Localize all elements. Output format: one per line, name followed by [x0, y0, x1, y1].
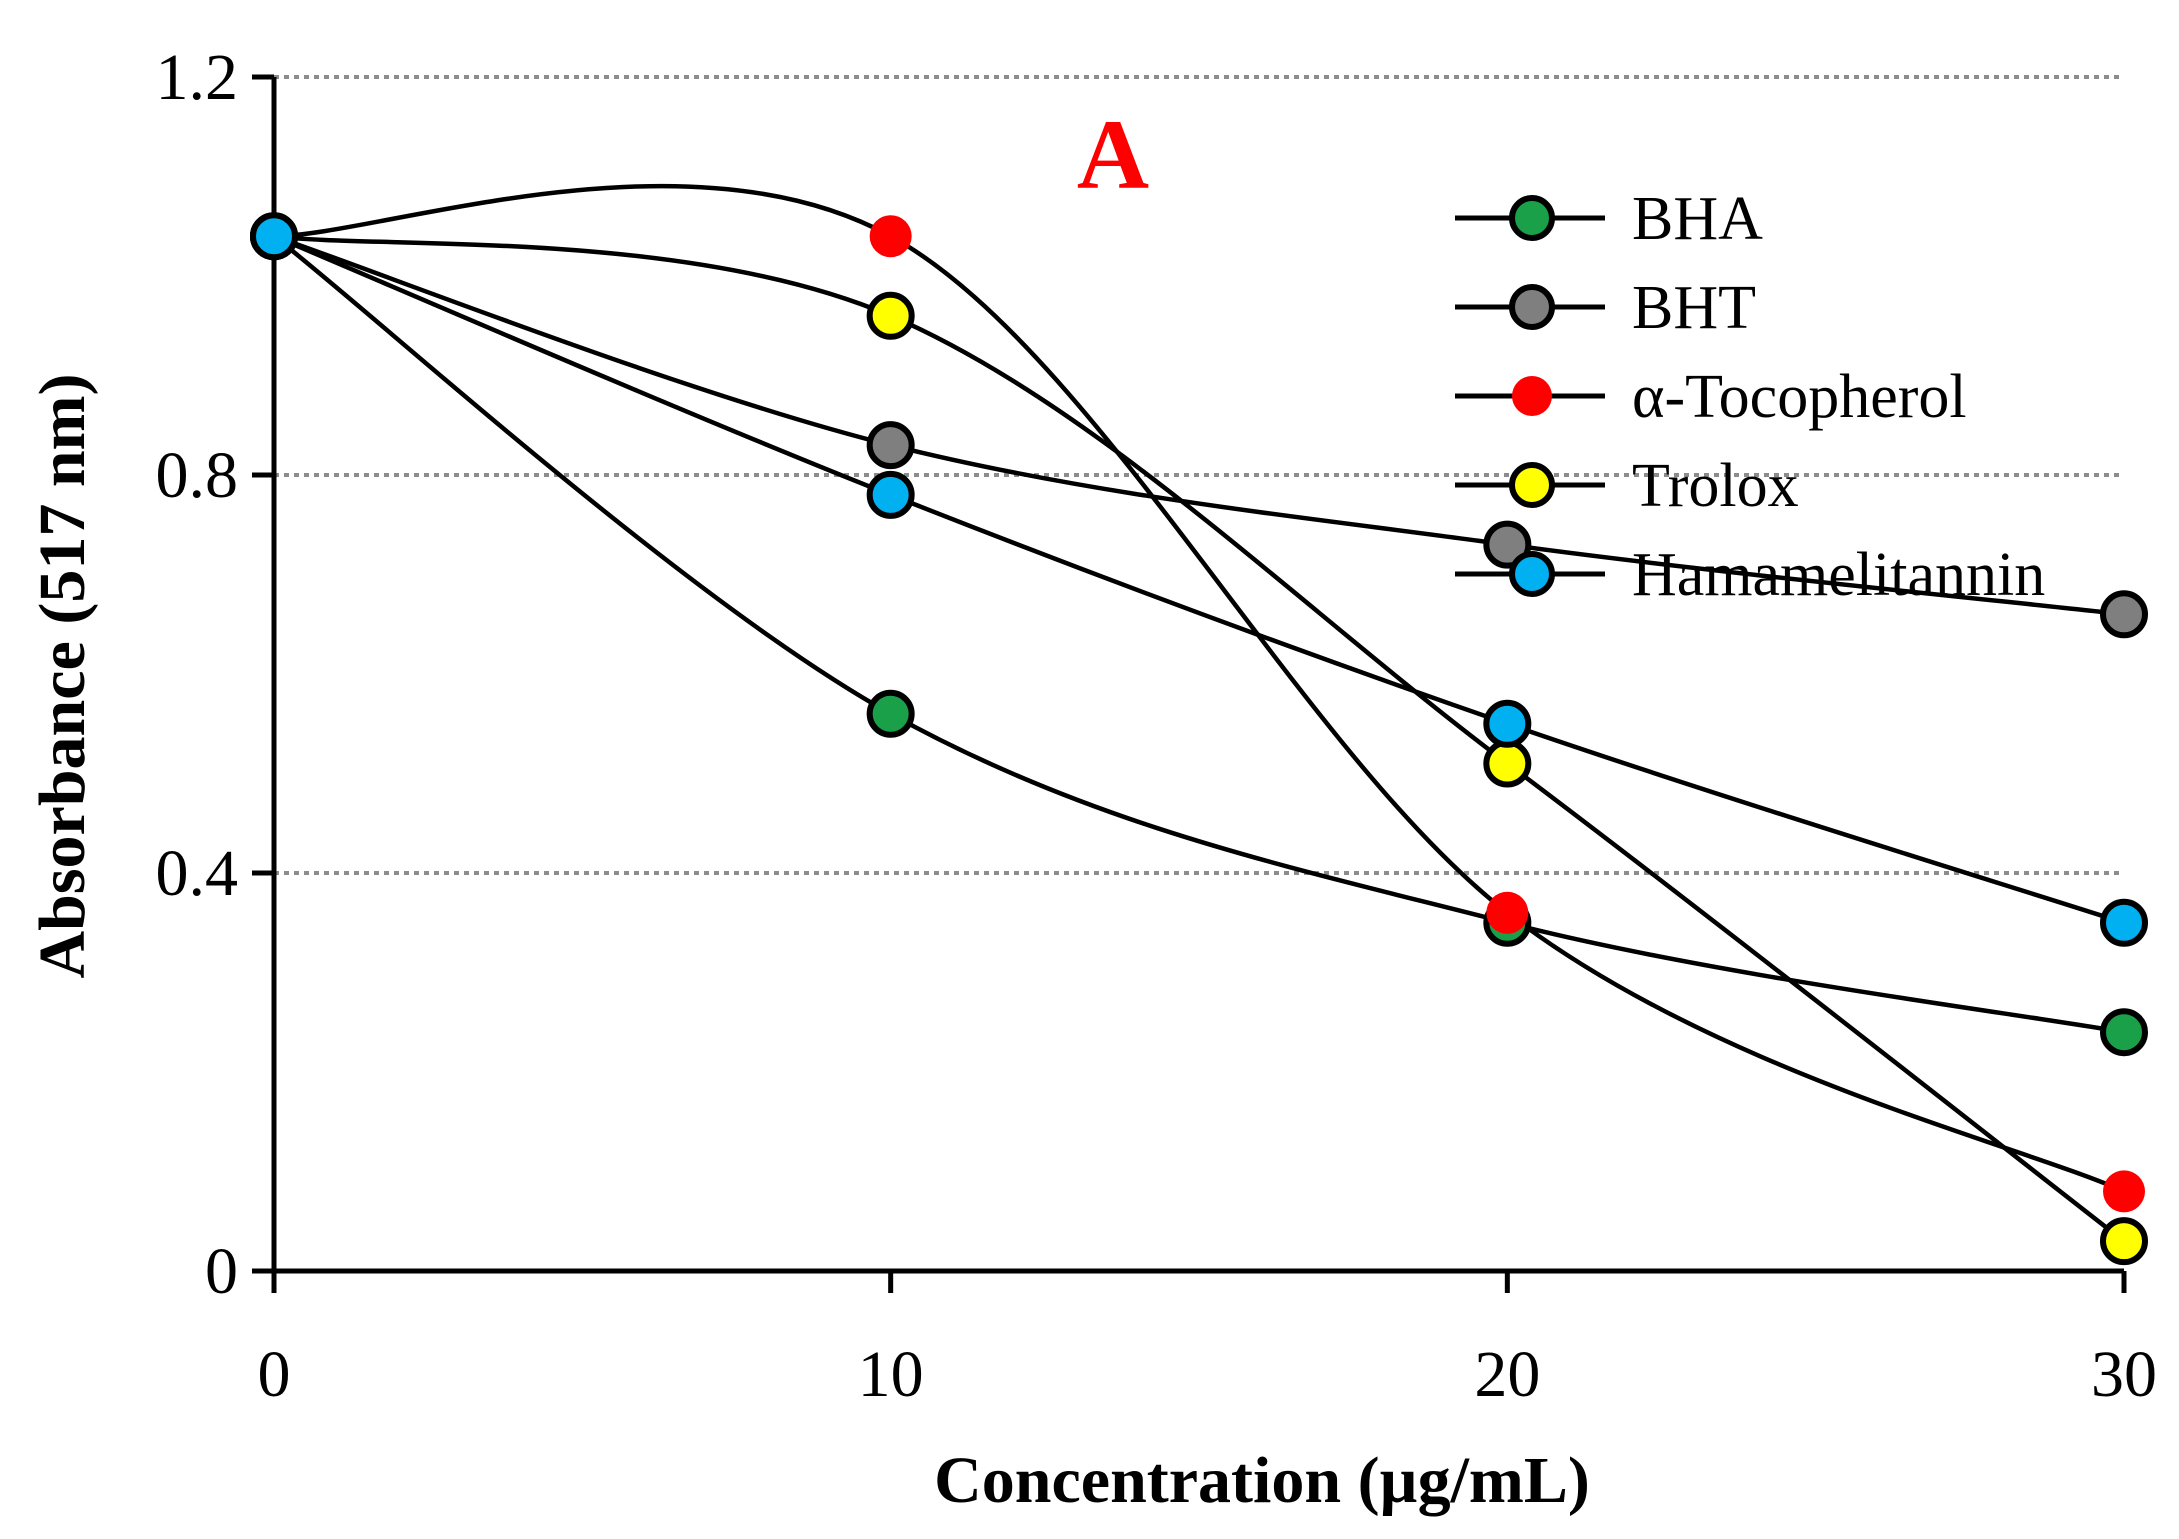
data-markers: [250, 212, 2148, 1266]
legend-label: α-Tocopherol: [1632, 363, 1967, 431]
point-trolox: [2100, 1217, 2148, 1266]
y-tick-label: 0.4: [156, 837, 239, 910]
y-tick-label: 1.2: [156, 41, 239, 114]
legend-item-bha: BHA: [1455, 185, 1763, 253]
series-line-tocopherol: [273, 183, 2125, 1194]
y-tick-label: 0: [205, 1235, 238, 1308]
point-trolox: [866, 291, 915, 340]
point-bht: [2100, 590, 2148, 639]
x-tick-label: 10: [858, 1338, 924, 1411]
y-axis-title: Absorbance (517 nm): [26, 374, 99, 979]
legend-swatch-marker: [1512, 376, 1552, 416]
legend-item-trolox: Trolox: [1455, 452, 1799, 520]
legend-swatch-marker: [1509, 195, 1555, 241]
series-line-bht: [273, 234, 2125, 617]
point-hamamelitannin: [2100, 898, 2148, 947]
panel-label: A: [1077, 99, 1149, 210]
point-bht: [1483, 520, 1532, 569]
axes: [252, 74, 2127, 1293]
legend-swatch-marker: [1509, 284, 1555, 330]
gridlines: [274, 75, 2124, 875]
point-tocopherol: [1486, 891, 1529, 934]
legend: BHA BHT α-Tocopherol Trolox Hamamelitannin: [1455, 185, 2045, 609]
point-trolox: [1483, 739, 1532, 788]
legend-swatch-marker: [1509, 551, 1555, 597]
point-bha: [866, 689, 915, 738]
point-hamamelitannin: [866, 470, 915, 519]
series-line-hamamelitannin: [273, 234, 2125, 925]
point-hamamelitannin: [1483, 699, 1532, 748]
legend-swatch-marker: [1509, 462, 1555, 508]
legend-item-bht: BHT: [1455, 274, 1756, 342]
tick-labels: 0 0.4 0.8 1.2 0 10 20 30: [156, 41, 2158, 1411]
legend-label: BHT: [1632, 274, 1756, 342]
series-line-bha: [272, 234, 2125, 1035]
x-axis-title: Concentration (µg/mL): [934, 1444, 1590, 1517]
legend-label: Hamamelitannin: [1632, 541, 2045, 609]
point-tocopherol: [869, 215, 912, 258]
x-tick-label: 0: [258, 1338, 291, 1411]
point-bht: [866, 421, 915, 470]
x-tick-label: 20: [1474, 1338, 1540, 1411]
point-bha: [2100, 1008, 2148, 1057]
x-tick-label: 30: [2091, 1338, 2157, 1411]
legend-label: BHA: [1632, 185, 1763, 253]
legend-item-tocopherol: α-Tocopherol: [1455, 363, 1967, 431]
point-hamamelitannin: [250, 212, 298, 261]
y-tick-label: 0.8: [156, 439, 239, 512]
series-line-trolox: [273, 233, 2126, 1243]
point-tocopherol: [2103, 1170, 2145, 1213]
legend-item-hamamelitannin: Hamamelitannin: [1455, 541, 2045, 609]
series-lines: [272, 183, 2126, 1243]
legend-label: Trolox: [1632, 452, 1799, 520]
